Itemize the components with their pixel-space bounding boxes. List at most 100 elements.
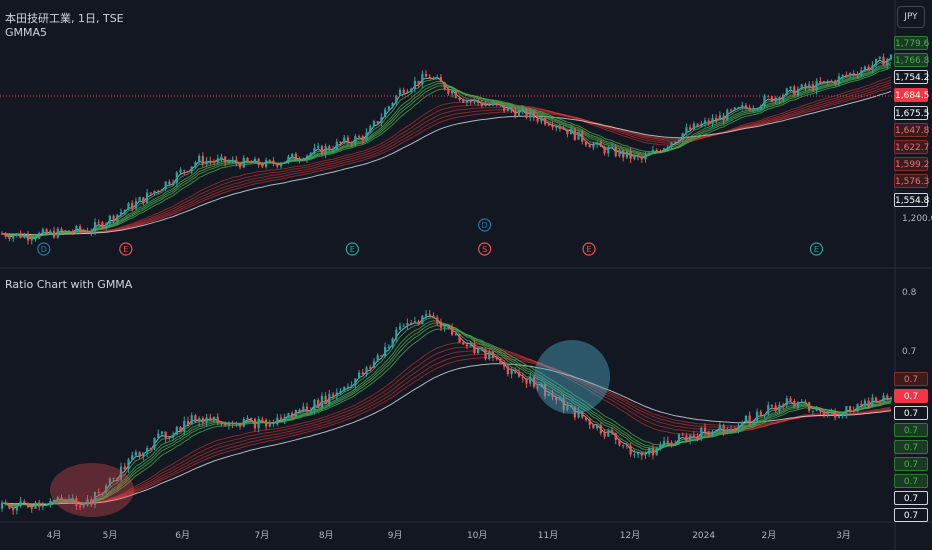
ratio-candle-body — [205, 417, 208, 423]
symbol-title[interactable]: 本田技研工業, 1日, TSE — [5, 12, 124, 25]
price-candle-body — [127, 203, 130, 210]
ratio-candle-body — [867, 400, 870, 408]
ratio-candle-body — [238, 422, 242, 427]
price-candle-body — [473, 99, 476, 102]
price-candle-body — [235, 159, 238, 164]
price-candle-body — [871, 65, 874, 70]
price-candle-body — [101, 222, 104, 228]
price-candle-body — [0, 233, 4, 235]
ratio-candle-body — [875, 397, 878, 402]
price-candle-body — [164, 181, 167, 190]
price-candle-body — [424, 74, 428, 77]
ratio-candle-body — [194, 415, 197, 422]
price-candle-body — [662, 148, 666, 152]
price-candle-body — [64, 230, 67, 232]
ratio-candle-body — [268, 422, 271, 427]
ratio-candle-body — [603, 433, 606, 437]
price-candle-body — [875, 58, 878, 66]
price-candle-body — [75, 226, 78, 233]
price-candle-body — [767, 96, 770, 98]
ratio-candle-body — [670, 442, 673, 446]
ratio-candle-body — [212, 416, 216, 421]
ratio-candle-body — [134, 452, 138, 456]
ratio-candle-body — [488, 352, 491, 359]
price-candle-body — [276, 163, 279, 167]
price-candle-body — [830, 80, 833, 82]
price-candle-body — [149, 192, 152, 194]
indicator-label[interactable]: GMMA5 — [5, 26, 48, 39]
ratio-candle-body — [372, 361, 376, 368]
ratio-candle-body — [666, 440, 669, 443]
price-candle-body — [157, 190, 160, 192]
ratio-candle-body — [171, 434, 175, 437]
price-candle-body — [741, 105, 744, 108]
ratio-candle-body — [216, 416, 219, 424]
ratio-pane-title[interactable]: Ratio Chart with GMMA — [5, 278, 133, 291]
ratio-badge: 0.7 — [894, 406, 928, 420]
price-candle-body — [26, 234, 30, 241]
ratio-badge: 0.7 — [894, 508, 928, 522]
ratio-candle-body — [142, 452, 145, 457]
x-tick-label: 10月 — [467, 530, 487, 541]
ratio-candle-body — [179, 426, 182, 432]
price-candle-body — [856, 74, 859, 76]
price-candle-body — [484, 104, 487, 107]
price-candle-body — [12, 235, 15, 239]
price-candle-body — [581, 131, 584, 142]
x-tick-label: 9月 — [388, 530, 403, 541]
ratio-candle-body — [837, 416, 841, 418]
price-candle-body — [815, 80, 818, 91]
price-candle-body — [264, 159, 268, 167]
x-tick-label: 6月 — [175, 530, 190, 541]
price-candle-body — [402, 89, 405, 94]
ratio-candle-body — [246, 417, 249, 419]
price-candle-body — [569, 128, 573, 135]
ratio-candle-body — [395, 329, 398, 339]
svg-text:E: E — [123, 245, 128, 254]
ratio-candle-body — [584, 417, 588, 420]
price-short-ema-12 — [1, 64, 892, 238]
price-candle-body — [785, 88, 788, 95]
price-candle-body — [718, 115, 722, 121]
price-candle-body — [395, 95, 398, 104]
ratio-candle-body — [674, 443, 677, 446]
ratio-candle-body — [175, 426, 178, 435]
ratio-candle-body — [800, 401, 803, 403]
price-candle-body — [566, 129, 569, 135]
price-candle-body — [622, 150, 625, 158]
price-long-ema-35 — [1, 79, 892, 236]
ratio-candle-body — [447, 326, 450, 328]
ratio-candle-body — [830, 411, 833, 413]
ratio-candle-body — [112, 478, 115, 480]
ratio-candle-body — [547, 394, 550, 396]
price-candle-body — [674, 141, 677, 143]
price-candle-body — [863, 66, 867, 71]
ratio-candle-body — [811, 410, 814, 412]
price-candle-body — [71, 232, 74, 234]
price-candle-body — [529, 111, 532, 118]
ratio-candle-body — [186, 421, 190, 425]
x-tick-label: 11月 — [538, 530, 558, 541]
price-candle-body — [231, 159, 234, 162]
price-candle-body — [763, 96, 766, 106]
price-candle-body — [536, 117, 539, 122]
price-candle-body — [142, 197, 145, 203]
price-candle-body — [93, 222, 97, 232]
price-candle-body — [889, 54, 893, 60]
ratio-candle-body — [253, 418, 257, 429]
currency-button[interactable]: JPY — [897, 6, 925, 28]
ratio-candle-body — [183, 421, 186, 432]
price-candle-body — [748, 107, 751, 111]
price-candle-body — [291, 153, 294, 157]
ratio-candle-body — [0, 503, 4, 509]
price-candle-body — [105, 223, 108, 228]
ratio-candle-body — [380, 355, 383, 357]
price-candle-body — [406, 91, 409, 94]
event-marker-e: E — [119, 242, 133, 256]
price-candle-body — [744, 105, 748, 108]
price-candle-body — [603, 146, 606, 154]
ratio-candle-body — [82, 505, 85, 507]
price-candle-body — [86, 230, 89, 233]
price-candle-body — [644, 155, 647, 160]
